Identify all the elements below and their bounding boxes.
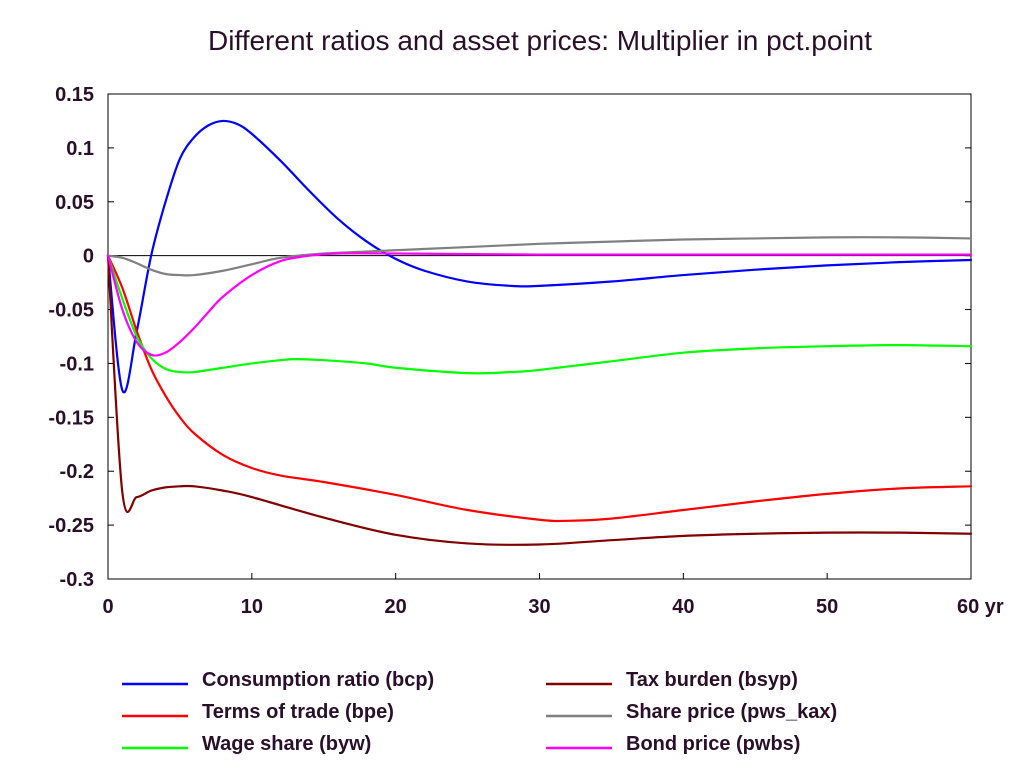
y-tick-label: -0.2 <box>60 461 94 483</box>
plot-frame <box>107 93 972 580</box>
series-line-4 <box>106 236 973 277</box>
y-tick-label: -0.1 <box>60 353 94 375</box>
series-layer <box>106 119 973 546</box>
series-line-5 <box>106 252 973 357</box>
series-line-0 <box>106 119 973 394</box>
y-tick-label: -0.05 <box>48 300 94 322</box>
x-axis: 0 10 20 30 40 50 60 yr <box>102 573 1004 618</box>
y-tick-label: 0.1 <box>66 138 94 160</box>
series-line-1 <box>106 254 973 523</box>
y-axis: 0.15 0.1 0.05 0 -0.05 -0.1 -0.15 -0.2 -0.25 -0.3 <box>48 84 971 591</box>
legend-label: Terms of trade (bpe) <box>202 701 394 723</box>
y-tick-label: -0.15 <box>48 407 94 429</box>
series-line-3 <box>106 254 973 546</box>
y-tick-label: 0.05 <box>55 192 94 214</box>
legend-label: Wage share (byw) <box>202 733 371 755</box>
x-tick-label: 0 <box>102 596 113 618</box>
x-tick-label: 50 <box>816 596 838 618</box>
legend-label: Bond price (pwbs) <box>626 733 800 755</box>
legend-label: Share price (pws_kax) <box>626 701 837 723</box>
x-tick-label: 60 yr <box>957 596 1004 618</box>
y-tick-label: -0.3 <box>60 569 94 591</box>
legend-label: Consumption ratio (bcp) <box>202 669 434 691</box>
legend: Consumption ratio (bcp) Terms of trade (b… <box>122 669 837 755</box>
x-tick-label: 30 <box>528 596 550 618</box>
x-tick-label: 20 <box>385 596 407 618</box>
chart-title: Different ratios and asset prices: Multi… <box>208 25 872 56</box>
legend-label: Tax burden (bsyp) <box>626 669 798 691</box>
y-tick-label: 0.15 <box>55 84 94 106</box>
series-line-2 <box>106 254 973 375</box>
x-tick-label: 10 <box>241 596 263 618</box>
x-tick-label: 40 <box>672 596 694 618</box>
y-tick-label: 0 <box>83 246 94 268</box>
y-tick-label: -0.25 <box>48 515 94 537</box>
